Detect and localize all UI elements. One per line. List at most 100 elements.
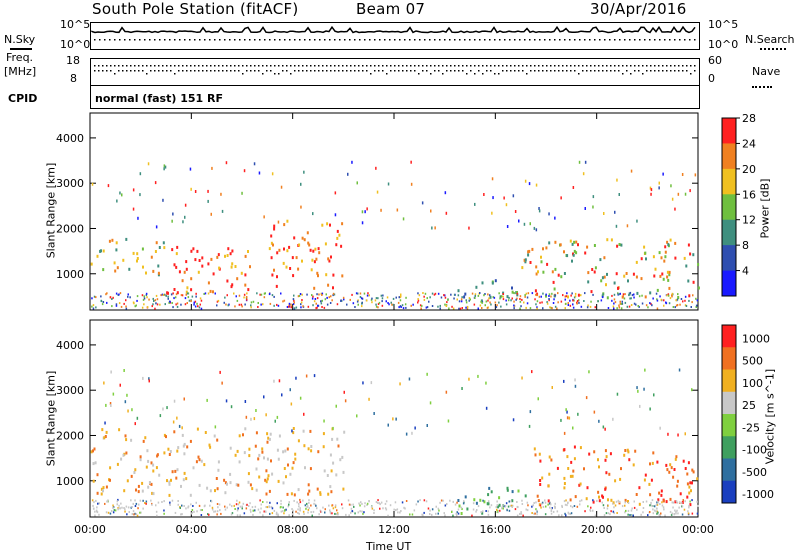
- range-gate-cell: [98, 513, 100, 516]
- nsearch-point: [314, 39, 316, 41]
- range-gate-cell: [573, 457, 576, 461]
- range-gate-cell: [380, 501, 383, 504]
- nsearch-point: [684, 39, 686, 41]
- range-gate-cell: [360, 297, 363, 300]
- range-gate-cell: [579, 500, 581, 503]
- nave-point: [290, 65, 292, 67]
- nave-point: [318, 65, 320, 67]
- range-gate-cell: [250, 417, 252, 421]
- range-gate-cell: [366, 294, 369, 297]
- range-gate-cell: [186, 302, 188, 304]
- freq-point: [626, 70, 628, 72]
- range-gate-cell: [114, 269, 117, 273]
- freq-point: [682, 70, 684, 72]
- freq-point: [174, 73, 176, 75]
- freq-point: [646, 70, 648, 72]
- range-gate-cell: [395, 417, 397, 421]
- range-gate-cell: [556, 466, 559, 470]
- range-gate-cell: [341, 503, 343, 506]
- range-gate-cell: [266, 432, 269, 436]
- nsearch-point: [694, 39, 696, 41]
- range-gate-cell: [613, 281, 616, 285]
- range-gate-cell: [330, 255, 332, 259]
- range-gate-cell: [328, 296, 330, 299]
- range-gate-cell: [590, 300, 592, 303]
- range-gate-cell: [569, 498, 572, 502]
- range-gate-cell: [535, 293, 537, 296]
- freq-point: [102, 70, 104, 72]
- freq-point: [250, 70, 252, 72]
- range-gate-cell: [368, 397, 370, 401]
- range-gate-cell: [319, 492, 322, 496]
- nave-point: [490, 65, 492, 67]
- range-gate-cell: [378, 502, 380, 505]
- nave-point: [334, 65, 336, 67]
- range-gate-cell: [252, 509, 254, 512]
- range-gate-cell: [168, 301, 170, 304]
- range-gate-cell: [510, 299, 512, 302]
- range-gate-cell: [650, 302, 652, 305]
- range-gate-cell: [284, 509, 286, 512]
- range-gate-cell: [236, 277, 239, 281]
- range-gate-cell: [521, 298, 523, 301]
- range-gate-cell: [649, 462, 651, 466]
- range-gate-cell: [465, 306, 467, 309]
- range-gate-cell: [656, 503, 659, 506]
- range-gate-cell: [340, 300, 342, 302]
- range-gate-cell: [238, 501, 241, 504]
- range-gate-cell: [126, 393, 128, 397]
- range-gate-cell: [536, 306, 538, 309]
- range-gate-cell: [261, 450, 264, 454]
- freq-point: [406, 70, 408, 72]
- nave-point: [482, 65, 484, 67]
- range-gate-cell: [354, 306, 356, 308]
- range-gate-cell: [541, 501, 544, 504]
- freq-point: [262, 73, 264, 75]
- freq-point: [266, 70, 268, 72]
- range-gate-cell: [260, 303, 262, 306]
- range-gate-cell: [537, 499, 540, 503]
- range-gate-cell: [689, 500, 691, 503]
- range-gate-cell: [329, 512, 332, 515]
- range-gate-cell: [116, 503, 118, 506]
- range-gate-cell: [484, 304, 486, 307]
- range-gate-cell: [198, 483, 201, 487]
- range-gate-cell: [670, 513, 673, 516]
- range-gate-cell: [668, 470, 671, 474]
- range-gate-cell: [310, 504, 312, 507]
- range-gate-cell: [394, 501, 397, 504]
- range-gate-cell: [266, 506, 269, 509]
- nsearch-point: [579, 39, 581, 41]
- nsearch-point: [174, 39, 176, 41]
- range-gate-cell: [554, 502, 556, 505]
- range-gate-cell: [334, 504, 337, 507]
- range-gate-cell: [283, 247, 285, 251]
- range-gate-cell: [325, 273, 328, 277]
- range-gate-cell: [277, 479, 280, 483]
- range-gate-cell: [431, 508, 434, 511]
- range-gate-cell: [313, 286, 316, 290]
- range-gate-cell: [286, 492, 289, 496]
- range-gate-cell: [536, 494, 539, 498]
- freq-point: [582, 70, 584, 72]
- range-gate-cell: [299, 293, 302, 295]
- range-gate-cell: [669, 238, 672, 242]
- range-gate-cell: [671, 295, 673, 298]
- range-gate-cell: [633, 293, 635, 296]
- range-gate-cell: [601, 296, 604, 299]
- range-gate-cell: [570, 294, 572, 297]
- range-gate-cell: [545, 505, 547, 508]
- range-gate-cell: [90, 450, 93, 454]
- range-gate-cell: [463, 500, 465, 503]
- freq-point: [462, 70, 464, 72]
- range-gate-cell: [143, 303, 145, 306]
- range-gate-cell: [110, 510, 113, 512]
- range-gate-cell: [520, 512, 523, 515]
- range-gate-cell: [237, 503, 240, 506]
- range-gate-cell: [458, 307, 460, 310]
- range-gate-cell: [499, 509, 501, 512]
- nsearch-point: [589, 39, 591, 41]
- range-gate-cell: [490, 303, 492, 306]
- range-gate-cell: [253, 417, 256, 421]
- range-gate-cell: [246, 292, 248, 295]
